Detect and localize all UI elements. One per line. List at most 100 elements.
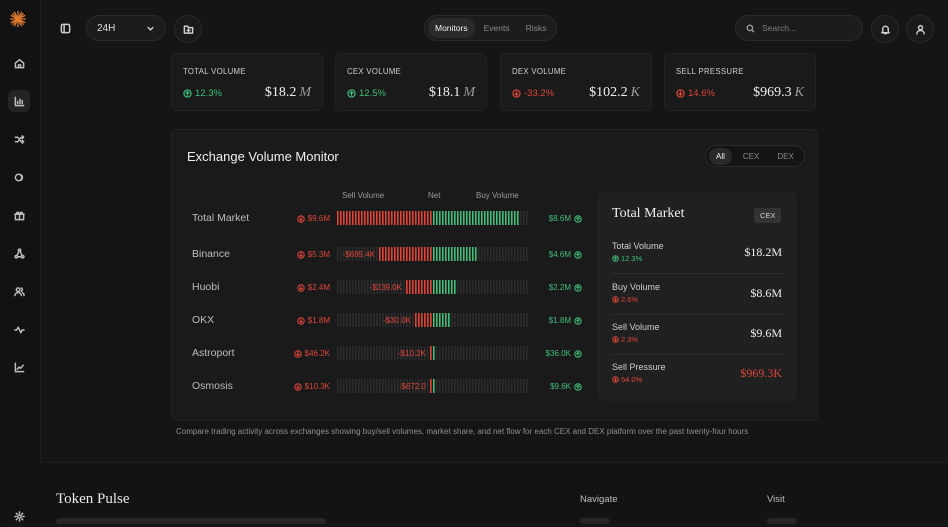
buy-volume: $9.6K [536,382,582,391]
empty-bar [514,379,516,393]
empty-bar [493,313,495,327]
nav-coins-button[interactable] [8,166,30,188]
exchange-row[interactable]: Osmosis $10.3K $9.6K -$672.0 [172,377,592,397]
empty-bar [463,313,465,327]
summary-label: Total Volume [612,241,664,251]
exchange-row[interactable]: Astroport $46.2K $36.0K -$10.2K [172,344,592,364]
nav-analytics-button[interactable] [8,356,30,378]
footer-link-placeholder [580,518,610,524]
empty-bar [337,313,339,327]
tab-monitors[interactable]: Monitors [428,18,475,38]
buy-bar [448,313,450,327]
exchange-row[interactable]: OKX $1.8M $1.8M -$30.0K [172,311,592,331]
folder-plus-icon [183,25,193,34]
empty-bar [358,313,360,327]
buy-bar [457,247,459,261]
nav-settings-button[interactable] [8,505,30,527]
nav-activity-button[interactable] [8,318,30,340]
summary-label: Sell Volume [612,322,660,332]
notifications-button[interactable] [871,15,899,43]
empty-bar [517,313,519,327]
home-icon [14,58,24,68]
empty-bar [388,280,390,294]
sell-bar [409,211,411,225]
nav-gift-button[interactable] [8,204,30,226]
tab-risks[interactable]: Risks [525,23,547,33]
empty-bar [445,346,447,360]
empty-bar [427,346,429,360]
sell-bar [430,346,432,360]
filter-all[interactable]: All [709,147,732,165]
stat-card-sell-pressure: SELL PRESSURE 14.6% $969.3 K [664,53,816,111]
buy-bar [439,280,441,294]
empty-bar [391,280,393,294]
sell-bar [427,313,429,327]
nav-home-button[interactable] [8,52,30,74]
buy-bar [436,280,438,294]
empty-bar [385,379,387,393]
empty-bar [439,379,441,393]
empty-bar [361,346,363,360]
empty-bar [454,313,456,327]
empty-bar [526,280,528,294]
nav-swap-button[interactable] [8,128,30,150]
folder-button[interactable] [174,15,202,43]
empty-bar [469,280,471,294]
timeframe-select[interactable]: 24H [86,15,166,41]
empty-bar [379,313,381,327]
empty-bar [391,346,393,360]
buy-volume-value: $1.8M [548,316,571,325]
exchange-name: OKX [192,314,215,326]
filter-dex[interactable]: DEX [777,151,794,161]
empty-bar [469,313,471,327]
exchange-row[interactable]: Total Market $9.6M $8.6M [172,209,592,229]
exchange-row[interactable]: Binance $5.3M $4.6M -$689.4K [172,245,592,265]
sell-volume-value: $46.2K [304,349,330,358]
empty-bar [388,379,390,393]
stat-label: CEX VOLUME [347,67,402,76]
empty-bar [526,211,528,225]
arrow-up-circle-icon [574,349,582,358]
empty-bar [379,280,381,294]
empty-bar [508,313,510,327]
sell-bar [391,247,393,261]
exchange-row[interactable]: Huobi $2.4M $2.2M -$239.0K [172,278,592,298]
chart-line-icon [14,362,24,372]
footer: Token Pulse Navigate Visit [40,462,948,524]
nav-users-button[interactable] [8,280,30,302]
sidebar-toggle-icon[interactable] [58,21,72,35]
exchange-name: Osmosis [192,380,233,392]
tab-events[interactable]: Events [483,23,510,33]
buy-bar [514,211,516,225]
empty-bar [523,247,525,261]
sell-bar [358,211,360,225]
empty-bar [505,280,507,294]
buy-bar [433,247,435,261]
arrow-down-circle-icon [297,214,305,223]
empty-bar [385,346,387,360]
empty-bar [355,247,357,261]
empty-bar [376,247,378,261]
filter-cex[interactable]: CEX [742,151,760,161]
empty-bar [352,379,354,393]
empty-bar [460,313,462,327]
empty-bar [496,379,498,393]
logo-icon[interactable] [9,10,27,28]
buy-bar [445,247,447,261]
empty-bar [361,313,363,327]
stat-value: $969.3 K [753,85,804,101]
empty-bar [394,313,396,327]
bar-chart-icon [14,96,24,106]
buy-bar [511,211,513,225]
nav-monitors-button[interactable] [8,90,30,112]
empty-bar [337,346,339,360]
empty-bar [499,313,501,327]
buy-bar [463,247,465,261]
users-icon [13,286,25,296]
summary-label: Buy Volume [612,282,661,292]
nav-network-button[interactable] [8,242,30,264]
search-input[interactable] [762,23,852,33]
profile-button[interactable] [906,15,934,43]
sell-bar [385,211,387,225]
sell-bar [424,211,426,225]
